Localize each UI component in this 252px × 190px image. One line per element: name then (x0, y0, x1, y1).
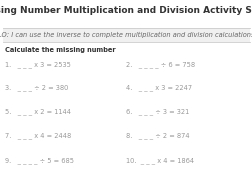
Text: 4.   _ _ _ x 3 = 2247: 4. _ _ _ x 3 = 2247 (126, 85, 192, 91)
Text: 8.   _ _ _ ÷ 2 = 874: 8. _ _ _ ÷ 2 = 874 (126, 132, 189, 139)
Text: 10.  _ _ _ x 4 = 1864: 10. _ _ _ x 4 = 1864 (126, 157, 194, 164)
Text: 2.   _ _ _ _ ÷ 6 = 758: 2. _ _ _ _ ÷ 6 = 758 (126, 61, 195, 68)
Text: 7.   _ _ _ x 4 = 2448: 7. _ _ _ x 4 = 2448 (5, 132, 71, 139)
Text: Missing Number Multiplication and Division Activity Sheet: Missing Number Multiplication and Divisi… (0, 6, 252, 15)
Text: Calculate the missing number: Calculate the missing number (5, 47, 115, 53)
Text: 5.   _ _ _ x 2 = 1144: 5. _ _ _ x 2 = 1144 (5, 108, 71, 115)
Text: 3.   _ _ _ ÷ 2 = 380: 3. _ _ _ ÷ 2 = 380 (5, 85, 68, 91)
Text: 6.   _ _ _ ÷ 3 = 321: 6. _ _ _ ÷ 3 = 321 (126, 108, 189, 115)
Text: LO: I can use the inverse to complete multiplication and division calculations: LO: I can use the inverse to complete mu… (0, 32, 252, 38)
Text: 9.   _ _ _ _ ÷ 5 = 685: 9. _ _ _ _ ÷ 5 = 685 (5, 157, 74, 164)
FancyBboxPatch shape (3, 28, 249, 42)
Text: 1.   _ _ _ x 3 = 2535: 1. _ _ _ x 3 = 2535 (5, 61, 71, 68)
